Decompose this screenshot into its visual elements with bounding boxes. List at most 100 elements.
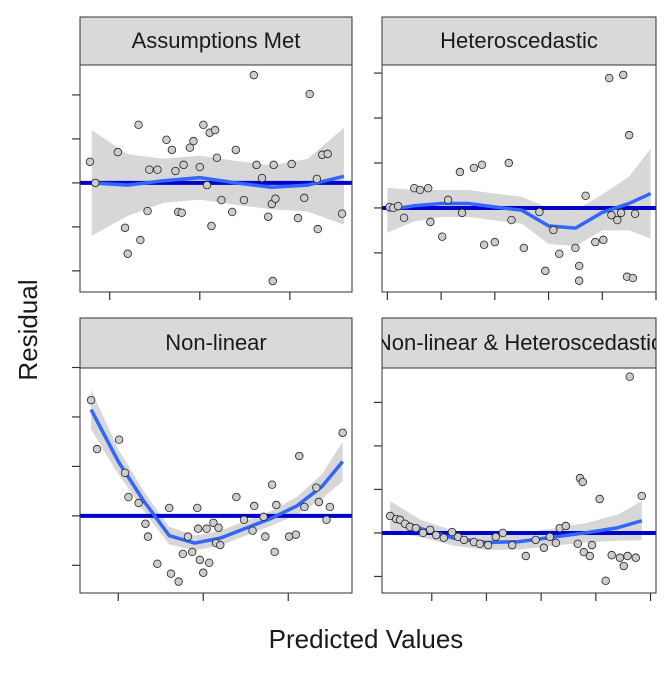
plot-area	[382, 372, 656, 586]
point	[249, 70, 259, 80]
point	[195, 555, 205, 565]
panel-border	[79, 64, 353, 293]
point	[92, 444, 102, 454]
point	[490, 237, 500, 247]
point	[322, 515, 331, 525]
point	[431, 530, 441, 540]
point	[439, 533, 449, 542]
point	[312, 483, 321, 492]
point	[314, 497, 324, 507]
point	[631, 553, 640, 562]
point	[202, 180, 212, 190]
point	[605, 73, 614, 83]
point	[475, 539, 485, 549]
point	[507, 215, 516, 225]
point	[459, 535, 469, 545]
point	[574, 276, 584, 285]
point	[443, 195, 453, 205]
point	[239, 515, 249, 525]
panel-title: Non-linear	[165, 330, 267, 355]
point	[469, 163, 479, 173]
point	[210, 125, 220, 135]
point	[574, 261, 584, 271]
confidence-band	[91, 389, 343, 551]
point	[268, 276, 277, 286]
point	[212, 153, 222, 163]
point	[616, 208, 626, 218]
point	[293, 213, 303, 223]
point	[535, 207, 544, 217]
point	[202, 524, 211, 533]
point	[305, 89, 314, 99]
point	[145, 165, 154, 174]
point	[447, 527, 457, 537]
point	[120, 468, 130, 478]
point	[313, 224, 322, 234]
point	[134, 120, 143, 130]
point	[491, 532, 500, 542]
point	[504, 158, 513, 168]
point	[259, 512, 268, 522]
point	[261, 532, 270, 541]
point	[86, 395, 96, 405]
point	[498, 528, 508, 538]
point	[551, 538, 561, 548]
point	[393, 201, 403, 211]
point	[479, 240, 489, 250]
point	[199, 568, 208, 577]
point	[483, 540, 493, 550]
point	[271, 194, 280, 203]
point	[134, 498, 143, 508]
x-axis-label: Predicted Values	[269, 624, 464, 654]
smooth-line	[387, 191, 652, 230]
point	[578, 477, 587, 487]
point	[239, 195, 249, 205]
point	[250, 501, 259, 511]
panel-border	[381, 367, 657, 594]
point	[545, 532, 555, 542]
point	[521, 551, 531, 561]
smooth-line	[89, 408, 344, 545]
panel-title: Assumptions Met	[132, 28, 301, 53]
point	[415, 185, 425, 195]
point	[601, 576, 610, 586]
point	[287, 159, 296, 169]
point	[531, 535, 540, 545]
point	[426, 217, 435, 227]
point	[595, 494, 604, 504]
point	[171, 166, 180, 176]
point	[214, 523, 223, 532]
point	[179, 160, 188, 170]
point	[187, 547, 197, 557]
point	[457, 208, 467, 218]
plot-area	[80, 70, 352, 286]
point	[624, 130, 634, 140]
point	[338, 428, 347, 437]
point	[477, 160, 487, 169]
point	[507, 540, 517, 550]
point	[270, 547, 279, 557]
point	[166, 569, 176, 578]
strip	[79, 317, 353, 369]
point	[337, 209, 347, 218]
point	[153, 559, 162, 569]
point	[300, 502, 309, 512]
point	[599, 235, 608, 245]
point	[248, 526, 257, 535]
point	[619, 561, 628, 571]
point	[539, 543, 549, 552]
plot-area	[80, 389, 352, 586]
panel: Non-linear	[72, 317, 353, 601]
point	[189, 136, 198, 146]
point	[85, 157, 95, 166]
point	[418, 528, 428, 538]
point	[174, 577, 183, 586]
point	[579, 547, 589, 557]
point	[291, 530, 301, 539]
strip	[381, 16, 657, 66]
point	[623, 551, 632, 561]
point	[541, 266, 550, 276]
point	[312, 174, 322, 184]
panel-border	[79, 367, 353, 594]
